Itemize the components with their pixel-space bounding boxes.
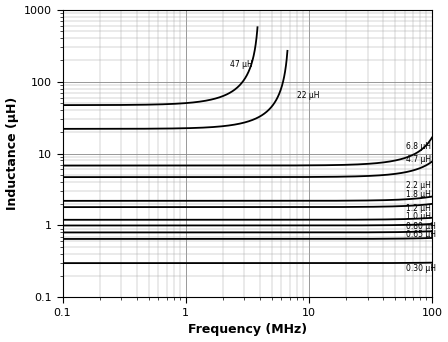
Text: 22 μH: 22 μH [297, 91, 319, 100]
Text: 0.80 μH: 0.80 μH [406, 222, 436, 231]
Y-axis label: Inductance (μH): Inductance (μH) [5, 97, 18, 210]
X-axis label: Frequency (MHz): Frequency (MHz) [188, 324, 307, 337]
Text: 4.7 μH: 4.7 μH [406, 155, 431, 164]
Text: 6.8 μH: 6.8 μH [406, 142, 431, 151]
Text: 0.65 μH: 0.65 μH [406, 230, 436, 239]
Text: 2.2 μH: 2.2 μH [406, 181, 431, 190]
Text: 1.2 μH: 1.2 μH [406, 204, 431, 213]
Text: 1.8 μH: 1.8 μH [406, 190, 431, 199]
Text: 0.30 μH: 0.30 μH [406, 264, 436, 273]
Text: 1.0 μH: 1.0 μH [406, 212, 431, 221]
Text: 47 μH: 47 μH [230, 61, 253, 69]
